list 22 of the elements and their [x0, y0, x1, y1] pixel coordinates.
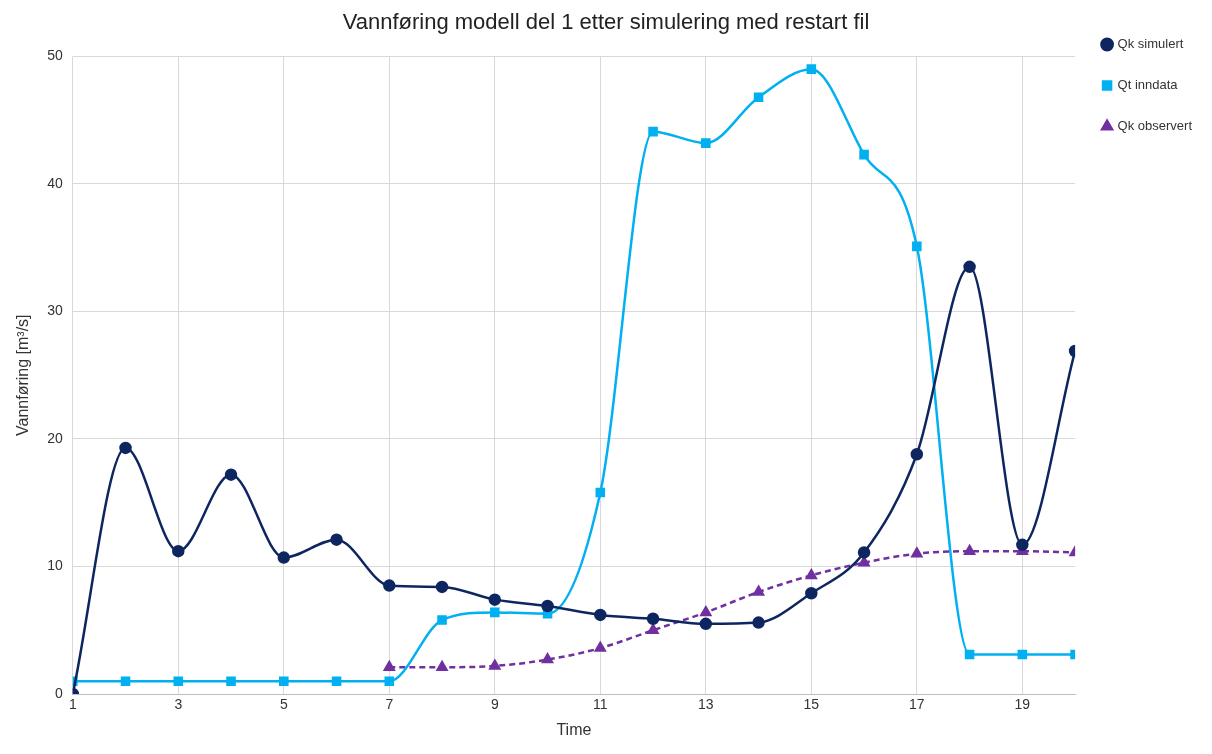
x-tick-label: 13: [698, 696, 714, 713]
x-tick-label: 7: [385, 696, 394, 713]
x-axis-title: Time: [556, 720, 592, 738]
y-tick-label: 20: [47, 429, 63, 446]
x-tick-label: 19: [1014, 696, 1031, 713]
y-tick-label: 40: [47, 174, 63, 191]
chart-title: Vannføring modell del 1 etter simulering med restart fil: [342, 9, 870, 35]
x-tick-label: 11: [593, 696, 608, 713]
x-tick-label: 9: [490, 696, 499, 713]
y-tick-label: 50: [47, 47, 63, 64]
y-tick-label: 0: [54, 684, 63, 701]
x-tick-label: 17: [909, 696, 925, 713]
legend-label: Qk simulert: [1117, 36, 1184, 52]
x-tick-label: 5: [279, 696, 288, 713]
legend-label: Qk observert: [1117, 118, 1193, 134]
y-tick-label: 30: [47, 302, 63, 319]
x-tick-label: 15: [803, 696, 820, 713]
x-tick-label: 1: [68, 696, 77, 713]
legend-label: Qt inndata: [1117, 77, 1179, 93]
x-tick-label: 3: [174, 696, 183, 713]
y-tick-label: 10: [47, 557, 63, 574]
y-axis-title: Vannføring [m³/s]: [14, 314, 32, 436]
